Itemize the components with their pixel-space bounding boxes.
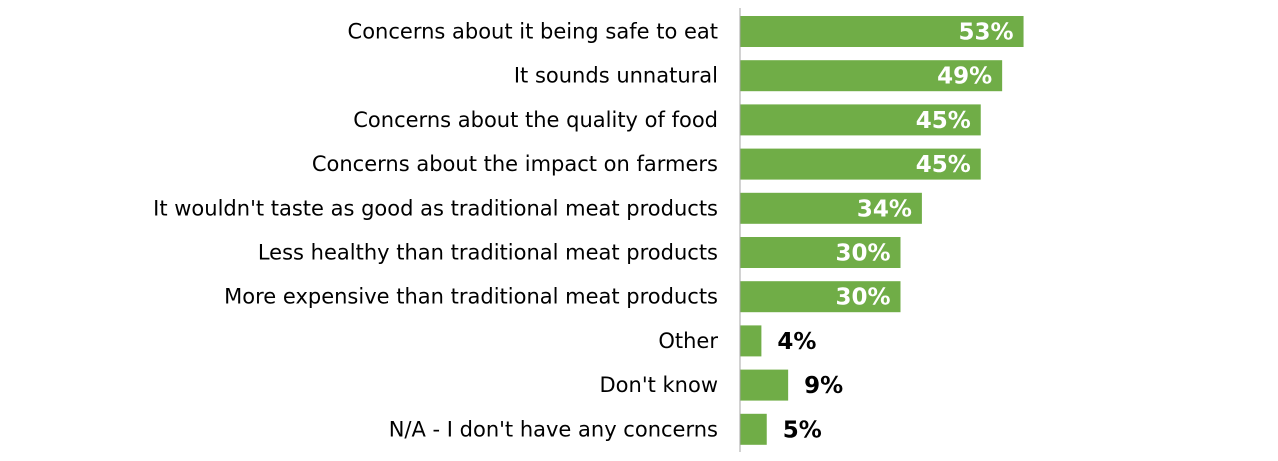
category-label: N/A - I don't have any concerns [389,417,718,441]
value-label: 45% [916,108,971,134]
bar [740,281,901,313]
category-labels: Concerns about it being safe to eat It so… [153,20,718,442]
bar [740,104,981,136]
value-label: 45% [916,152,971,178]
bar [740,60,1003,92]
value-label: 30% [835,241,890,267]
category-label: Concerns about it being safe to eat [348,20,718,44]
value-labels: 53%49%45%45%34%30%30%4%9%5% [777,20,1013,444]
value-label: 4% [777,329,816,355]
category-label: Concerns about the impact on farmers [312,152,718,176]
bar [740,369,789,401]
category-label: Less healthy than traditional meat produ… [258,241,718,265]
bar [740,16,1024,47]
value-label: 53% [958,20,1013,46]
bar [740,237,901,268]
category-label: Other [658,329,718,353]
bars-layer [740,16,1024,445]
category-label: More expensive than traditional meat pro… [224,285,718,309]
category-label: It sounds unnatural [514,64,718,88]
value-label: 34% [857,196,912,222]
bar [740,413,767,445]
bar [740,192,922,224]
category-label: It wouldn't taste as good as traditional… [153,196,718,220]
value-label: 30% [835,285,890,311]
bar [740,148,981,180]
value-label: 49% [937,64,992,90]
value-label: 9% [804,373,843,399]
value-label: 5% [783,417,822,443]
bar [740,325,762,357]
category-label: Concerns about the quality of food [353,108,718,132]
category-label: Don't know [599,373,718,397]
